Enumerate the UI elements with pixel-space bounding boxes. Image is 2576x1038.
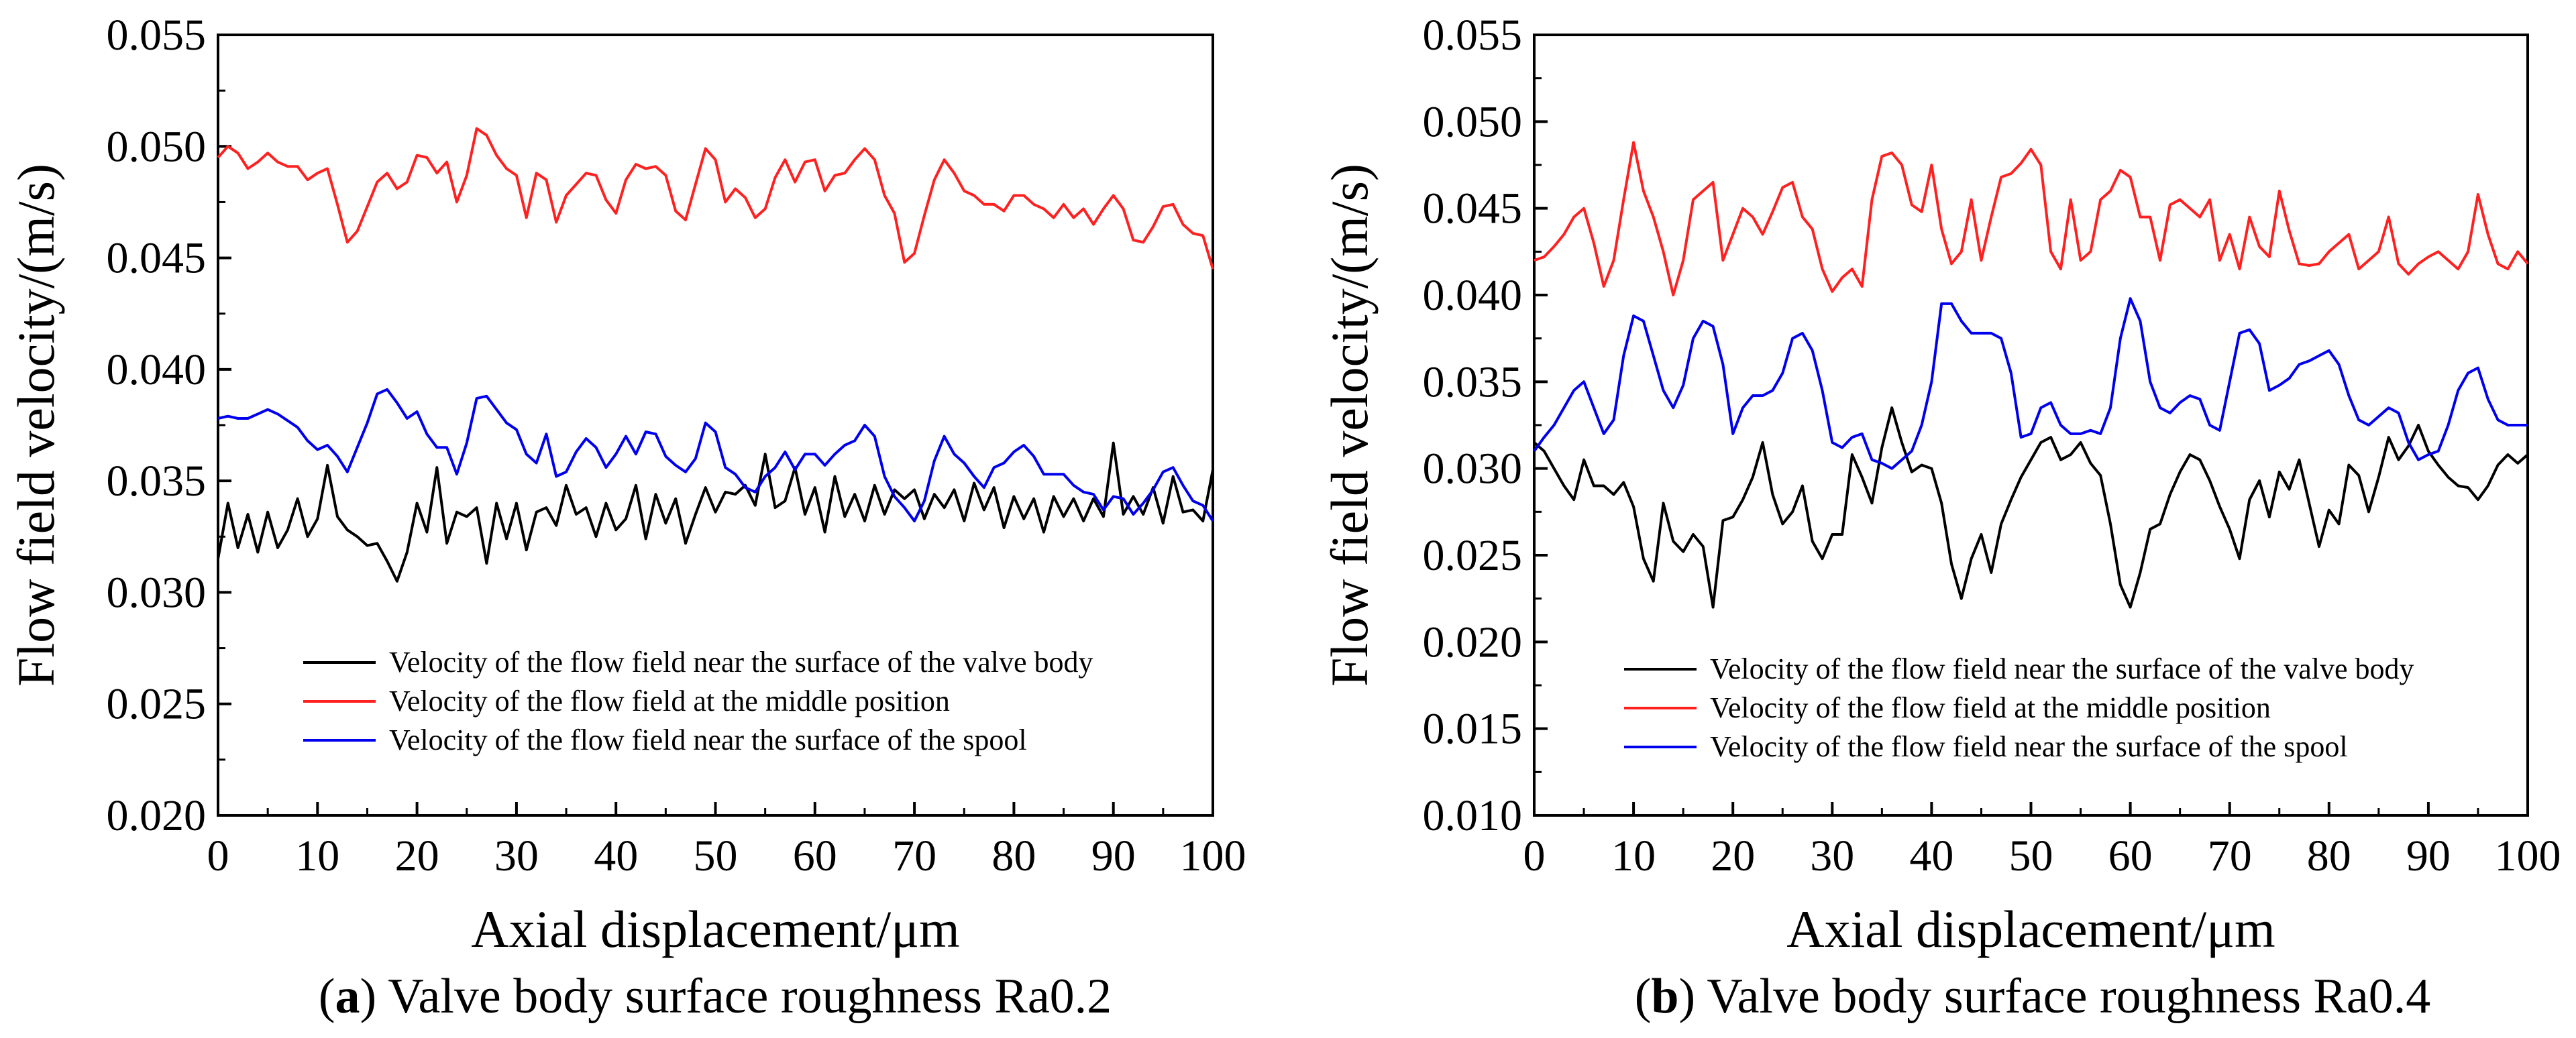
x-tick-label: 20 bbox=[395, 831, 439, 880]
series-line-2 bbox=[1534, 141, 2529, 296]
caption-letter: b bbox=[1651, 969, 1678, 1024]
y-tick-label: 0.025 bbox=[1423, 531, 1523, 580]
legend-label-2: Velocity of the flow field at the middle… bbox=[389, 685, 950, 717]
y-tick-label: 0.035 bbox=[107, 457, 207, 506]
x-tick-label: 50 bbox=[2009, 831, 2053, 880]
y-tick-label: 0.040 bbox=[107, 345, 207, 394]
y-tick-label: 0.025 bbox=[107, 680, 207, 729]
x-tick-label: 100 bbox=[1180, 831, 1246, 880]
y-tick-label: 0.055 bbox=[1423, 11, 1523, 60]
legend-label-2: Velocity of the flow field at the middle… bbox=[1710, 691, 2271, 724]
x-tick-label: 10 bbox=[295, 831, 339, 880]
x-tick-label: 40 bbox=[1909, 831, 1953, 880]
x-tick-label: 90 bbox=[2406, 831, 2451, 880]
y-tick-label: 0.050 bbox=[1423, 97, 1523, 146]
series-line-3 bbox=[1533, 297, 2528, 470]
x-tick-label: 80 bbox=[2307, 831, 2351, 880]
y-tick-label: 0.045 bbox=[107, 234, 207, 283]
legend-label-3: Velocity of the flow field near the surf… bbox=[389, 724, 1027, 756]
y-axis-title: Flow field velocity/(m/s) bbox=[7, 164, 65, 687]
legend-label-1: Velocity of the flow field near the surf… bbox=[1710, 652, 2414, 685]
caption-text: Valve body surface roughness Ra0.4 bbox=[1707, 969, 2430, 1024]
y-tick-label: 0.015 bbox=[1423, 705, 1523, 754]
y-tick-label: 0.020 bbox=[1423, 618, 1523, 667]
x-tick-label: 60 bbox=[2108, 831, 2153, 880]
series-line-1 bbox=[217, 441, 1214, 583]
x-tick-label: 90 bbox=[1091, 831, 1136, 880]
y-tick-label: 0.050 bbox=[107, 122, 207, 171]
x-tick-label: 80 bbox=[991, 831, 1036, 880]
panel-a: 0 10 20 30 40 50 60 70 80 90 100 0.020 0.025 0.030 0.0… bbox=[7, 11, 1246, 1024]
x-axis-title: Axial displacement/μm bbox=[1786, 900, 2275, 958]
x-tick-label: 0 bbox=[207, 831, 229, 880]
x-tick-label: 70 bbox=[2208, 831, 2252, 880]
y-tick-label: 0.055 bbox=[107, 11, 207, 60]
x-axis-title: Axial displacement/μm bbox=[471, 900, 959, 958]
y-tick-label: 0.035 bbox=[1423, 357, 1523, 406]
legend-label-1: Velocity of the flow field near the surf… bbox=[389, 646, 1093, 679]
x-tick-label: 30 bbox=[1810, 831, 1854, 880]
x-tick-label: 60 bbox=[793, 831, 837, 880]
x-tick-label: 40 bbox=[594, 831, 638, 880]
panel-caption: (a) Valve body surface roughness Ra0.2 bbox=[319, 969, 1112, 1024]
x-tick-label: 50 bbox=[694, 831, 738, 880]
legend-label-3: Velocity of the flow field near the surf… bbox=[1710, 730, 2348, 763]
x-tick-label: 10 bbox=[1611, 831, 1656, 880]
panel-b: 0 10 20 30 40 50 60 70 80 90 100 0.010 0.015 0.020 0.0… bbox=[1320, 11, 2561, 1024]
y-axis-title: Flow field velocity/(m/s) bbox=[1320, 164, 1379, 687]
y-tick-label: 0.045 bbox=[1423, 184, 1523, 233]
x-tick-label: 20 bbox=[1711, 831, 1755, 880]
series-line-2 bbox=[217, 127, 1214, 270]
x-tick-label: 0 bbox=[1523, 831, 1546, 880]
panel-caption: (b) Valve body surface roughness Ra0.4 bbox=[1635, 969, 2431, 1024]
series-line-3 bbox=[217, 388, 1214, 522]
x-tick-label: 30 bbox=[494, 831, 539, 880]
y-tick-label: 0.020 bbox=[107, 791, 207, 840]
caption-text: Valve body surface roughness Ra0.2 bbox=[388, 969, 1112, 1024]
y-tick-label: 0.030 bbox=[1423, 445, 1523, 494]
y-tick-label: 0.010 bbox=[1423, 791, 1523, 840]
caption-letter: a bbox=[335, 969, 360, 1024]
y-tick-label: 0.040 bbox=[1423, 271, 1523, 320]
x-tick-label: 100 bbox=[2495, 831, 2561, 880]
y-tick-label: 0.030 bbox=[107, 568, 207, 617]
x-tick-label: 70 bbox=[892, 831, 936, 880]
series-line-1 bbox=[1533, 406, 2529, 609]
